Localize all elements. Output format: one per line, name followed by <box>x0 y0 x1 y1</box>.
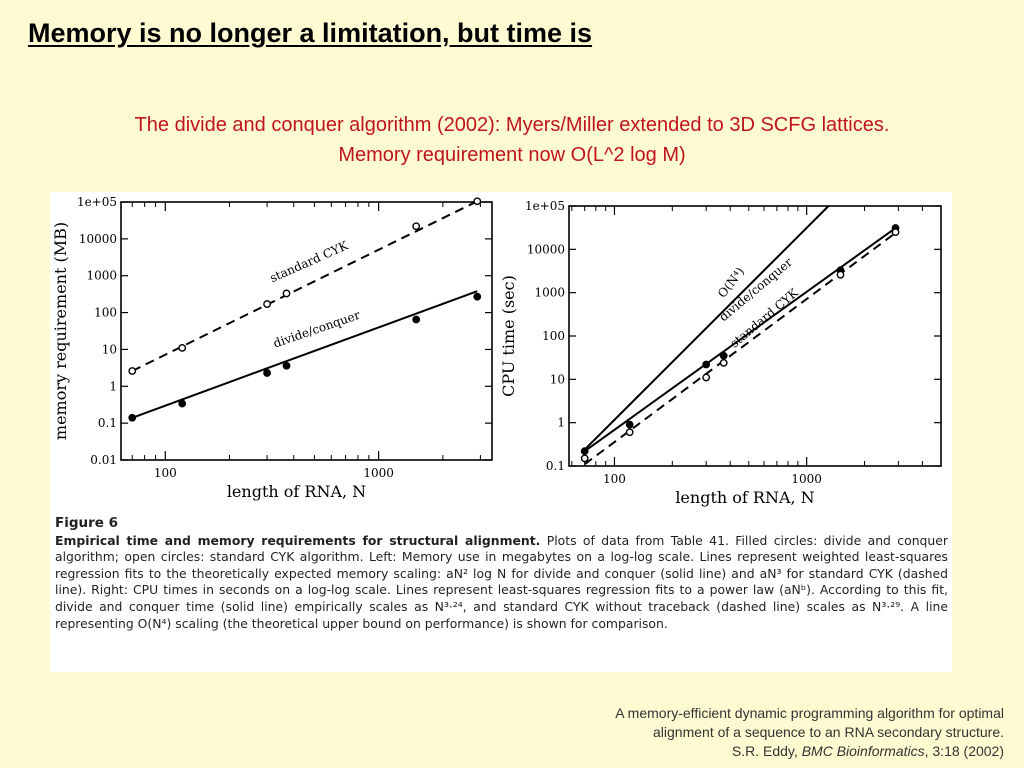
subtitle: The divide and conquer algorithm (2002):… <box>0 110 1024 170</box>
figure-panel: 0.01 0.1 1 10 100 1000 10000 1e+05 100 1000 length… <box>50 192 952 672</box>
memory-chart-standard-cyk-point <box>263 300 271 308</box>
memory-chart-x-axis-label: length of RNA, N <box>227 482 366 501</box>
cpu-chart-frame <box>568 205 942 467</box>
citation-line-1: A memory-efficient dynamic programming a… <box>615 705 1004 721</box>
cpu-chart-y-tick-label: 100 <box>542 329 565 343</box>
citation-volume: , 3:18 (2002) <box>924 743 1004 759</box>
cpu-chart-standard-cyk-point <box>836 270 845 279</box>
cpu-chart-divide-conquer-point <box>702 360 711 369</box>
caption-body: Plots of data from Table 41. Filled circ… <box>55 532 948 631</box>
figure-charts: 0.01 0.1 1 10 100 1000 10000 1e+05 100 1000 length… <box>51 195 942 507</box>
memory-chart-standard-cyk-point <box>473 197 482 206</box>
memory-chart-y-tick-label: 0.1 <box>98 416 117 430</box>
memory-chart-x-tick-label: 100 <box>154 466 177 480</box>
memory-chart-divide-conquer-point <box>128 413 137 422</box>
memory-chart-y-tick-label: 10000 <box>79 232 117 246</box>
citation-authors: S.R. Eddy, <box>731 743 802 759</box>
cpu-chart-standard-cyk-point <box>702 373 711 382</box>
memory-chart-y-axis-label: memory requirement (MB) <box>51 222 70 440</box>
slide-title: Memory is no longer a limitation, but ti… <box>28 18 593 48</box>
memory-chart-divide-conquer-series-label: divide/conquer <box>271 308 362 351</box>
citation-line-2: alignment of a sequence to an RNA second… <box>653 724 1004 740</box>
cpu-chart-divide-conquer-point <box>719 351 728 360</box>
cpu-chart-y-tick-label: 1000 <box>534 286 565 300</box>
memory-chart-divide-conquer-point <box>263 369 271 377</box>
cpu-chart-y-axis-label: CPU time (sec) <box>499 275 518 397</box>
cpu-chart-y-tick-label: 10 <box>550 372 565 386</box>
cpu-chart-standard-cyk-point <box>891 228 900 236</box>
figure-number: Figure 6 <box>55 515 119 531</box>
memory-chart-x-tick-label: 1000 <box>363 466 394 480</box>
memory-chart-standard-cyk-fit-line <box>131 200 478 372</box>
cpu-chart-divide-conquer-fit-line <box>584 227 897 452</box>
cpu-chart-x-tick-label: 1000 <box>791 472 822 486</box>
cpu-chart-standard-cyk-point <box>719 358 728 367</box>
citation-journal: BMC Bioinformatics <box>801 743 925 759</box>
memory-chart: 0.01 0.1 1 10 100 1000 10000 1e+05 100 1000 length… <box>51 195 493 501</box>
cpu-chart-standard-cyk-point <box>625 428 634 437</box>
figure-caption: Figure 6 Empirical time and memory requi… <box>55 515 948 632</box>
memory-chart-standard-cyk-point <box>282 289 291 298</box>
memory-chart-standard-cyk-point <box>412 222 421 231</box>
memory-chart-y-tick-label: 0.01 <box>90 453 117 467</box>
cpu-chart: 0.1 1 10 100 1000 10000 1e+05 100 1000 length of … <box>499 199 942 507</box>
memory-chart-divide-conquer-point <box>282 361 291 370</box>
memory-chart-divide-conquer-point <box>473 292 482 301</box>
cpu-chart-x-tick-label: 100 <box>603 472 626 486</box>
memory-chart-y-tick-label: 100 <box>94 306 117 320</box>
subtitle-line-1: The divide and conquer algorithm (2002):… <box>134 114 890 136</box>
memory-chart-standard-cyk-point <box>178 344 187 352</box>
cpu-chart-standard-cyk-fit-line <box>584 232 897 466</box>
memory-chart-divide-conquer-point <box>178 399 187 408</box>
caption-heading: Empirical time and memory requirements f… <box>55 532 541 548</box>
cpu-chart-y-tick-label: 0.1 <box>546 459 565 473</box>
cpu-chart-o-n-fit-line <box>583 205 830 451</box>
cpu-chart-standard-cyk-point <box>580 454 589 463</box>
memory-chart-frame <box>120 201 493 461</box>
cpu-chart-y-tick-label: 10000 <box>527 242 565 256</box>
memory-chart-divide-conquer-point <box>412 315 421 324</box>
cpu-chart-divide-conquer-point <box>625 420 634 429</box>
memory-chart-standard-cyk-series-label: standard CYK <box>268 238 351 285</box>
memory-chart-standard-cyk-point <box>128 367 137 375</box>
memory-chart-y-tick-label: 1000 <box>86 269 117 283</box>
cpu-chart-y-tick-label: 1e+05 <box>525 199 565 213</box>
citation: A memory-efficient dynamic programming a… <box>484 704 1004 761</box>
cpu-chart-divide-conquer-point <box>580 447 589 456</box>
memory-chart-divide-conquer-fit-line <box>131 290 478 419</box>
cpu-chart-y-tick-label: 1 <box>557 416 565 430</box>
memory-chart-y-tick-label: 10 <box>102 342 117 356</box>
citation-line-3: S.R. Eddy, BMC Bioinformatics, 3:18 (200… <box>484 742 1004 761</box>
subtitle-line-2: Memory requirement now O(L^2 log M) <box>338 144 686 166</box>
cpu-chart-x-axis-label: length of RNA, N <box>675 488 814 507</box>
memory-chart-y-tick-label: 1 <box>109 379 117 393</box>
memory-chart-y-tick-label: 1e+05 <box>77 195 117 209</box>
